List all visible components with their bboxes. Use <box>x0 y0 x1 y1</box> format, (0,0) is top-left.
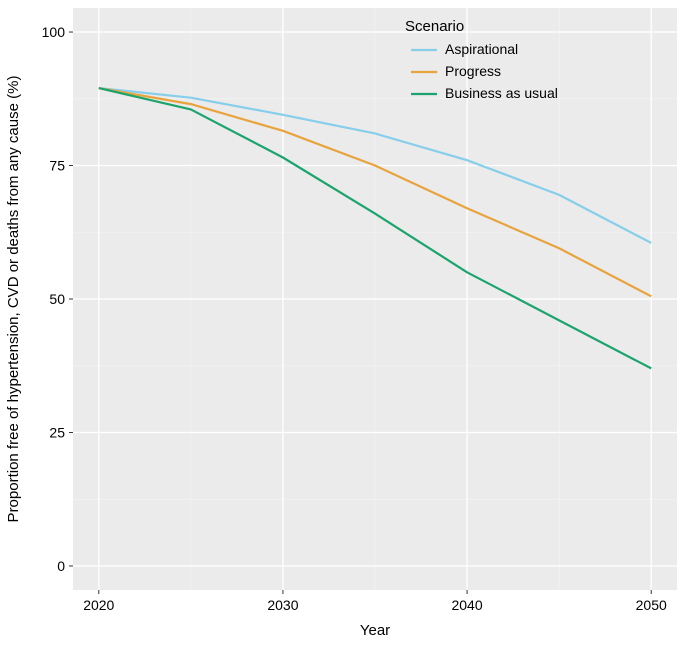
chart-container: 2020 2030 2040 2050 0 25 50 75 100 Year Proportion… <box>0 0 686 645</box>
legend-label-2: Business as usual <box>445 85 558 101</box>
y-tick-label: 75 <box>49 158 65 174</box>
y-tick-label: 50 <box>49 291 65 307</box>
x-tick-label: 2020 <box>83 597 114 613</box>
y-tick-label: 0 <box>57 558 65 574</box>
legend-title: Scenario <box>405 18 464 35</box>
line-chart: 2020 2030 2040 2050 0 25 50 75 100 Year Proportion… <box>0 0 686 645</box>
y-tick-label: 25 <box>49 424 65 440</box>
x-tick-label: 2050 <box>636 597 667 613</box>
x-tick-label: 2040 <box>451 597 482 613</box>
y-axis-title: Proportion free of hypertension, CVD or … <box>5 76 22 523</box>
y-tick-label: 100 <box>42 24 66 40</box>
x-axis-title: Year <box>360 622 390 639</box>
x-tick-label: 2030 <box>267 597 298 613</box>
legend-label-1: Progress <box>445 63 501 79</box>
legend-label-0: Aspirational <box>445 41 518 57</box>
